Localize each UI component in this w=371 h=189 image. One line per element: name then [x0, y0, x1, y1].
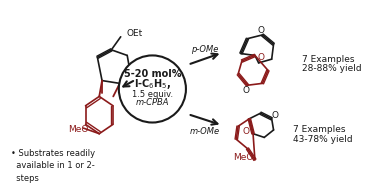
Text: I-C$_6$H$_5$,: I-C$_6$H$_5$, [134, 77, 171, 91]
Text: 1.5 equiv.: 1.5 equiv. [132, 90, 173, 99]
Text: O: O [258, 53, 265, 62]
Text: 7 Examples: 7 Examples [302, 55, 355, 64]
Text: MeO: MeO [233, 153, 254, 162]
Text: m-CPBA: m-CPBA [136, 98, 169, 107]
Text: O: O [242, 127, 249, 136]
Text: O: O [257, 26, 264, 35]
Text: O: O [143, 63, 150, 72]
Text: • Substrates readily
  available in 1 or 2-
  steps: • Substrates readily available in 1 or 2… [11, 149, 95, 183]
Text: O: O [272, 111, 279, 120]
Text: 28-88% yield: 28-88% yield [302, 64, 362, 73]
Text: m-OMe: m-OMe [190, 127, 220, 136]
Text: O: O [242, 86, 249, 95]
Text: 7 Examples: 7 Examples [293, 125, 346, 134]
Circle shape [119, 55, 186, 122]
Text: OEt: OEt [126, 29, 142, 38]
Text: p-OMe: p-OMe [191, 45, 218, 54]
Text: 5-20 mol%: 5-20 mol% [124, 69, 181, 79]
Text: MeO: MeO [69, 125, 89, 134]
Text: 43-78% yield: 43-78% yield [293, 135, 353, 144]
